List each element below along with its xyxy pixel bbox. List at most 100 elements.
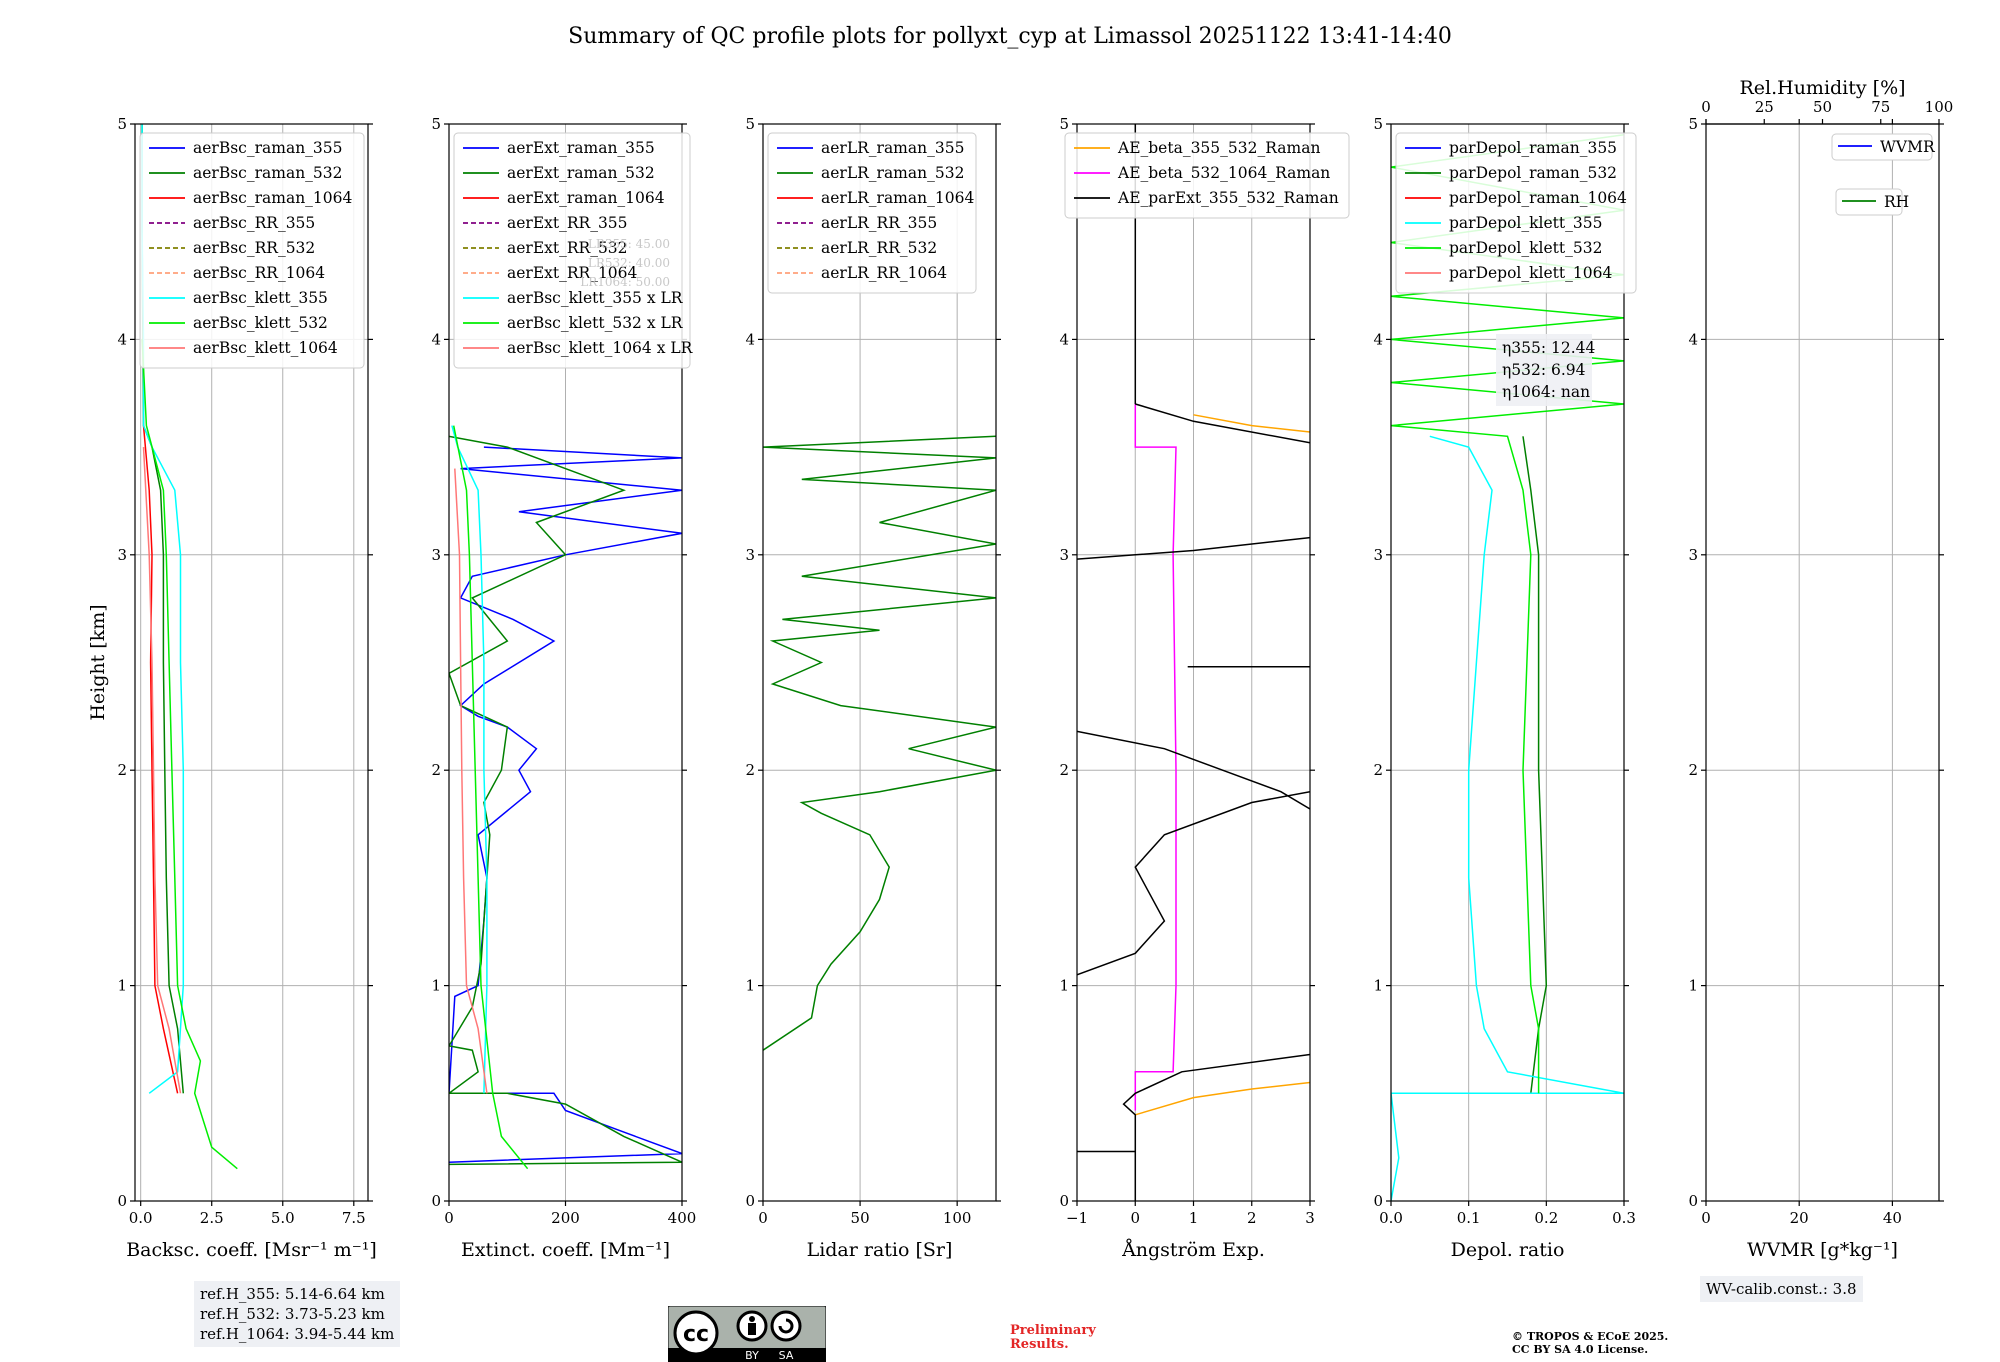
series-line-ae-beta-355-532-raman (1135, 1081, 1310, 1116)
y-tick-label: 1 (1059, 977, 1069, 995)
reference-heights-box: ref.H_355: 5.14-6.64 km ref.H_532: 3.73-… (194, 1281, 401, 1347)
y-tick-label: 1 (745, 977, 755, 995)
legend-item: aerBsc_klett_532 (193, 314, 328, 332)
tick-labels: 0 20 40 0 1 2 3 4 5 (1688, 115, 1901, 1227)
sa-icon (770, 1310, 802, 1342)
series-line-pardepol-raman-532 (1522, 436, 1548, 1094)
x-tick-label: 0 (1701, 1209, 1711, 1227)
tick-labels: 0 50 100 0 1 2 3 4 5 (745, 115, 971, 1227)
legend-item: aerBsc_klett_532 x LR (507, 314, 684, 332)
x-tick-label: 1 (1189, 1209, 1199, 1227)
series-line-ae-parext-355-532-raman-top- (1077, 536, 1310, 560)
legend-item: aerLR_raman_355 (821, 139, 964, 157)
ticks (130, 123, 373, 1206)
lr-annotation: LR532: 40.00 (588, 256, 670, 270)
y-tick-label: 1 (1688, 977, 1698, 995)
x2-tick-label: 75 (1871, 98, 1890, 116)
legend-item: aerExt_raman_532 (507, 164, 655, 182)
y-tick-label: 4 (1373, 330, 1383, 348)
y-tick-label: 5 (431, 115, 441, 133)
legend-item: aerBsc_raman_532 (193, 164, 343, 182)
panel-water-vapor: 0 20 40 0 1 2 3 4 5 WVMR [g*kg⁻¹] 0 25 50 75 100 Rel.Hu… (1688, 77, 1953, 1261)
x-tick-label: 50 (851, 1209, 870, 1227)
legend-box (1831, 133, 1933, 161)
legend-item: AE_parExt_355_532_Raman (1117, 189, 1339, 207)
y-tick-label: 4 (431, 330, 441, 348)
series-line-aerbsc-klett-355-x-lr (451, 425, 488, 1094)
legend-item: AE_beta_355_532_Raman (1117, 139, 1320, 157)
series-line-aerlr-raman-532 (763, 435, 996, 1051)
x2-tick-label: 50 (1813, 98, 1832, 116)
y-tick-label: 1 (1373, 977, 1383, 995)
x-tick-label: 200 (551, 1209, 580, 1227)
y-tick-label: 0 (431, 1192, 441, 1210)
legend-item: aerBsc_klett_1064 (193, 339, 338, 357)
y-tick-label: 2 (1688, 761, 1698, 779)
x-axis-label: Extinct. coeff. [Mm⁻¹] (461, 1239, 670, 1261)
legend-item: parDepol_raman_532 (1449, 164, 1617, 182)
panel-lidar-ratio: 0 50 100 0 1 2 3 4 5 Lidar ratio [Sr] aerLR_raman_… (745, 115, 1001, 1261)
y-tick-label: 5 (1059, 115, 1069, 133)
y-tick-label: 2 (117, 761, 127, 779)
y-tick-label: 5 (1373, 115, 1383, 133)
y-tick-label: 4 (1688, 330, 1698, 348)
series-line-aerbsc-klett-1064 (142, 447, 182, 1094)
y-tick-label: 5 (1688, 115, 1698, 133)
ticks (1072, 123, 1315, 1206)
x-tick-label: 100 (943, 1209, 972, 1227)
legend-box (1395, 132, 1637, 294)
y-tick-label: 3 (117, 546, 127, 564)
ticks (758, 123, 1001, 1206)
legend-item: aerExt_RR_532 (507, 239, 628, 257)
series-line-ae-parext-355-532-raman (1077, 1053, 1310, 1201)
y-tick-label: 2 (745, 761, 755, 779)
series-group (449, 425, 682, 1170)
x-axis-label: Ångström Exp. (1121, 1239, 1265, 1261)
preliminary-line-1: Preliminary (1010, 1323, 1096, 1338)
ref-height-1064: ref.H_1064: 3.94-5.44 km (200, 1325, 395, 1343)
series-line-ae-parext-355-532-raman-mid- (1077, 790, 1310, 976)
eta-annotation: η355: 12.44 (1502, 339, 1596, 357)
y-tick-label: 2 (431, 761, 441, 779)
y-tick-label: 4 (117, 330, 127, 348)
x-axis-label: Backsc. coeff. [Msr⁻¹ m⁻¹] (126, 1239, 377, 1261)
legend-item: parDepol_raman_1064 (1449, 189, 1627, 207)
x-axis-label: Depol. ratio (1451, 1239, 1565, 1261)
y-tick-label: 0 (745, 1192, 755, 1210)
x2-tick-label: 0 (1701, 98, 1711, 116)
series-line-aerbsc-klett-532-x-lr (452, 425, 529, 1170)
legend-item: RH (1884, 193, 1909, 211)
legend-item: aerExt_raman_1064 (507, 189, 665, 207)
y-tick-label: 2 (1373, 761, 1383, 779)
grid (1705, 123, 1939, 1202)
legend-item: parDepol_raman_355 (1449, 139, 1617, 157)
y-tick-label: 3 (431, 546, 441, 564)
series-group (763, 435, 996, 1051)
y-axis-label: Height [km] (87, 604, 109, 720)
sa-label: SA (779, 1349, 794, 1362)
x-tick-label: 0.0 (129, 1209, 153, 1227)
x-tick-label: 20 (1790, 1209, 1809, 1227)
y-tick-label: 0 (1688, 1192, 1698, 1210)
legend-item: aerBsc_RR_532 (193, 239, 315, 257)
copyright-line-1: © TROPOS & ECoE 2025. (1512, 1330, 1669, 1343)
x-tick-label: 40 (1883, 1209, 1902, 1227)
x-tick-label: 400 (668, 1209, 697, 1227)
wv-calibration-box: WV-calib.const.: 3.8 (1700, 1276, 1863, 1302)
eta-annotation: η532: 6.94 (1502, 361, 1586, 379)
legend-item: parDepol_klett_355 (1449, 214, 1602, 232)
legend-item: WVMR (1880, 138, 1936, 156)
x-axis-label: WVMR [g*kg⁻¹] (1747, 1239, 1898, 1261)
ref-height-355: ref.H_355: 5.14-6.64 km (200, 1285, 385, 1303)
legend-box (139, 132, 365, 369)
legend-item: aerLR_raman_532 (821, 164, 964, 182)
lr-annotation: LR355: 45.00 (588, 237, 670, 251)
panel-backscatter: 0.0 2.5 5.0 7.5 0 1 2 3 4 5 Backsc. coeff. [Msr⁻¹ … (87, 115, 377, 1261)
legend-item: aerBsc_klett_355 (193, 289, 328, 307)
tick-labels: 0.0 2.5 5.0 7.5 0 1 2 3 4 5 (117, 115, 365, 1227)
grid (1076, 123, 1311, 1202)
ticks (1386, 123, 1629, 1206)
wv-calibration-constant: WV-calib.const.: 3.8 (1706, 1280, 1857, 1298)
series-line-aerbsc-klett-532 (141, 339, 238, 1170)
